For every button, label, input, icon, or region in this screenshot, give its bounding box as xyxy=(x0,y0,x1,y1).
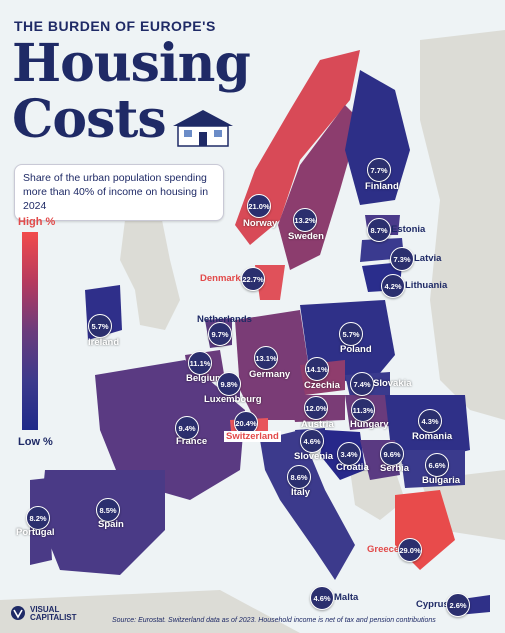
source-note: Source: Eurostat. Switzerland data as of… xyxy=(112,617,436,624)
label-france: France xyxy=(176,436,208,447)
label-netherlands: Netherlands xyxy=(197,314,252,325)
label-greece: Greece xyxy=(367,544,400,555)
label-bulgaria: Bulgaria xyxy=(422,475,461,486)
brand-name: VISUAL CAPITALIST xyxy=(30,605,77,622)
value-czechia: 14.1% xyxy=(305,357,329,381)
value-slovakia: 7.4% xyxy=(350,372,374,396)
visual-capitalist-logo-icon xyxy=(11,606,25,620)
value-lithuania: 4.2% xyxy=(381,274,405,298)
legend-gradient xyxy=(22,232,38,430)
legend-high-label: High % xyxy=(18,216,56,228)
label-switzerland: Switzerland xyxy=(224,431,281,442)
value-norway: 21.0% xyxy=(247,194,271,218)
land-balkans xyxy=(350,470,405,520)
value-estonia: 8.7% xyxy=(367,218,391,242)
value-netherlands: 9.7% xyxy=(208,322,232,346)
land-russia xyxy=(420,30,505,420)
value-denmark: 22.7% xyxy=(241,267,265,291)
title-line-1: Housing xyxy=(12,33,251,94)
label-luxembourg: Luxembourg xyxy=(204,394,262,405)
label-germany: Germany xyxy=(249,369,291,380)
value-slovenia: 4.6% xyxy=(300,429,324,453)
label-ireland: Ireland xyxy=(88,337,120,348)
label-sweden: Sweden xyxy=(288,231,324,242)
house-icon xyxy=(173,110,233,147)
label-romania: Romania xyxy=(412,431,453,442)
land-africa xyxy=(0,590,300,633)
value-germany: 13.1% xyxy=(254,346,278,370)
label-portugal: Portugal xyxy=(16,527,55,538)
value-bulgaria: 6.6% xyxy=(425,453,449,477)
label-italy: Italy xyxy=(291,487,311,498)
country-france xyxy=(95,360,245,500)
value-portugal: 8.2% xyxy=(26,506,50,530)
subtitle-box: Share of the urban population spending m… xyxy=(14,164,224,221)
value-spain: 8.5% xyxy=(96,498,120,522)
value-finland: 7.7% xyxy=(367,158,391,182)
value-serbia: 9.6% xyxy=(380,442,404,466)
value-romania: 4.3% xyxy=(418,409,442,433)
label-cyprus: Cyprus xyxy=(416,599,449,610)
label-croatia: Croatia xyxy=(336,462,369,473)
label-czechia: Czechia xyxy=(304,380,340,391)
label-estonia: Estonia xyxy=(391,224,426,235)
legend-low-label: Low % xyxy=(18,436,53,448)
value-france: 9.4% xyxy=(175,416,199,440)
value-sweden: 13.2% xyxy=(293,208,317,232)
country-finland xyxy=(345,70,410,205)
label-austria: Austria xyxy=(301,419,334,430)
label-norway: Norway xyxy=(243,218,278,229)
country-spain xyxy=(40,470,165,575)
label-latvia: Latvia xyxy=(414,253,442,264)
value-ireland: 5.7% xyxy=(88,314,112,338)
kicker-text: THE BURDEN OF EUROPE'S xyxy=(14,18,216,34)
value-poland: 5.7% xyxy=(339,322,363,346)
label-slovakia: Slovakia xyxy=(373,378,412,389)
value-austria: 12.0% xyxy=(304,396,328,420)
country-italy xyxy=(260,430,355,580)
label-denmark: Denmark xyxy=(200,273,241,284)
label-finland: Finland xyxy=(365,181,399,192)
value-malta: 4.6% xyxy=(310,586,334,610)
label-slovenia: Slovenia xyxy=(294,451,334,462)
label-malta: Malta xyxy=(334,592,359,603)
value-latvia: 7.3% xyxy=(390,247,414,271)
label-lithuania: Lithuania xyxy=(405,280,448,291)
label-hungary: Hungary xyxy=(350,419,389,430)
label-spain: Spain xyxy=(98,519,124,530)
label-serbia: Serbia xyxy=(380,463,410,474)
value-belgium: 11.1% xyxy=(188,351,212,375)
value-croatia: 3.4% xyxy=(337,442,361,466)
value-greece: 29.0% xyxy=(398,538,422,562)
label-poland: Poland xyxy=(340,344,372,355)
land-uk xyxy=(120,210,180,330)
value-luxembourg: 9.8% xyxy=(217,372,241,396)
title-line-2: Costs xyxy=(12,89,167,150)
label-belgium: Belgium xyxy=(186,373,224,384)
value-cyprus: 2.6% xyxy=(446,593,470,617)
value-italy: 8.6% xyxy=(287,465,311,489)
value-hungary: 11.3% xyxy=(351,398,375,422)
